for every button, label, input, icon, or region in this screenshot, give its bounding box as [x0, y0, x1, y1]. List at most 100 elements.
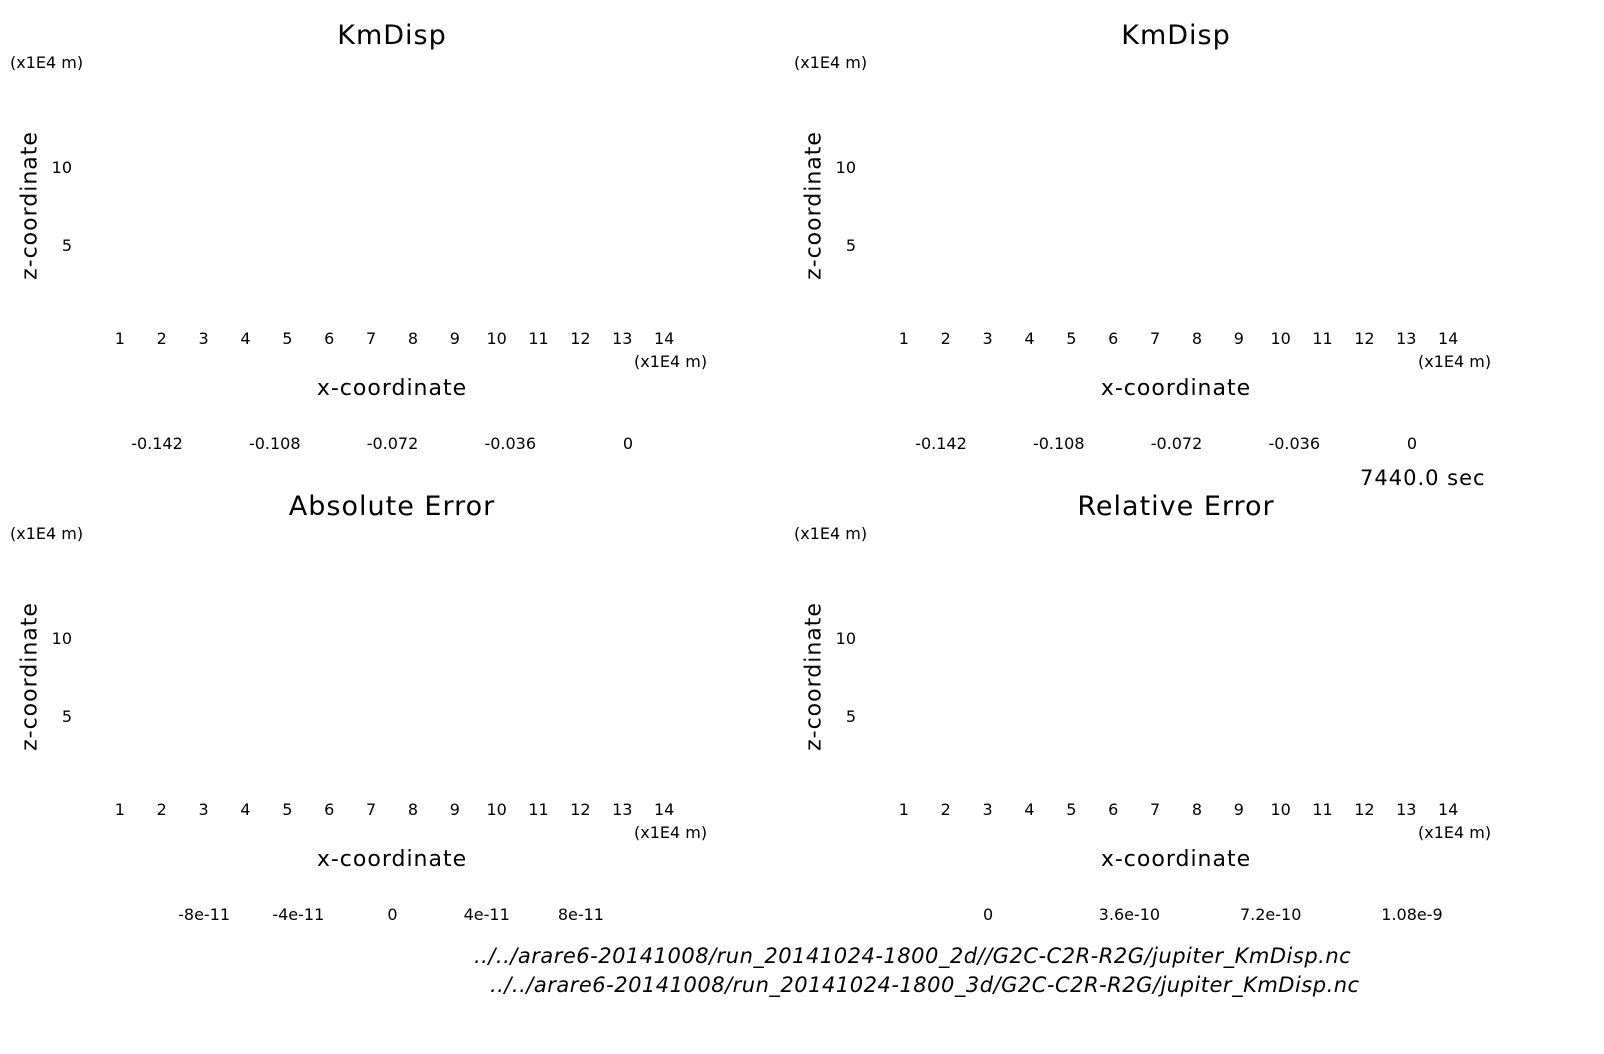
x-axis-label: x-coordinate — [316, 847, 468, 872]
x-tick-label: 8 — [407, 329, 419, 348]
colorbar-tick-label: -4e-11 — [272, 905, 325, 924]
x-tick-label: 8 — [1191, 329, 1203, 348]
x-tick-label: 8 — [407, 800, 419, 819]
x-tick-label: 13 — [612, 800, 633, 819]
colorbar-tick-label: 7.2e-10 — [1239, 905, 1302, 924]
y-tick-label: 10 — [835, 629, 856, 648]
x-tick-label: 4 — [240, 329, 251, 348]
chart-title: Relative Error — [1077, 491, 1275, 522]
chart-panel-2: KmDisp (x1E4 m) 1 2 3 4 5 6 7 8 9 10 11 12 13 14 5 10 (x1E… — [784, 0, 1568, 471]
x-tick-label: 9 — [1233, 329, 1244, 348]
x-tick-label: 5 — [282, 800, 293, 819]
x-tick-label: 6 — [324, 329, 335, 348]
colorbar-tick-label: -0.108 — [1032, 434, 1085, 453]
chart-panel-1: KmDisp (x1E4 m) 1 2 3 4 5 6 7 8 9 10 11 12 13 14 5 10 (x1E… — [0, 0, 784, 471]
x-tick-label: 12 — [1354, 329, 1375, 348]
y-axis-label: z-coordinate — [801, 131, 827, 280]
x-tick-label: 11 — [1312, 329, 1333, 348]
x-axis-label: x-coordinate — [1100, 847, 1252, 872]
x-tick-label: 1 — [898, 800, 909, 819]
colorbar-tick-label: -0.108 — [248, 434, 301, 453]
colorbar-tick-label: -0.036 — [1268, 434, 1321, 453]
chart-title: Absolute Error — [288, 491, 496, 522]
x-tick-label: 9 — [1233, 800, 1244, 819]
y-axis-unit: (x1E4 m) — [10, 53, 84, 72]
x-tick-label: 4 — [1024, 800, 1035, 819]
x-tick-label: 9 — [449, 800, 460, 819]
colorbar-tick-label: 0 — [983, 905, 994, 924]
x-tick-label: 7 — [1149, 329, 1161, 348]
x-tick-label: 2 — [940, 800, 951, 819]
x-tick-label: 12 — [1354, 800, 1375, 819]
y-tick-label: 5 — [845, 707, 856, 726]
x-tick-label: 2 — [156, 800, 167, 819]
colorbar-tick-label: -0.072 — [366, 434, 419, 453]
x-tick-label: 1 — [114, 800, 125, 819]
y-axis-unit: (x1E4 m) — [794, 53, 868, 72]
colorbar-tick-label: -8e-11 — [178, 905, 231, 924]
x-axis-unit: (x1E4 m) — [1418, 352, 1492, 371]
chart-panel-4: Relative Error (x1E4 m) 1 2 3 4 5 6 7 8 9 10 11 12 13 1… — [784, 471, 1568, 942]
x-tick-label: 7 — [365, 329, 377, 348]
chart-title: KmDisp — [1121, 20, 1231, 51]
x-tick-label: 3 — [198, 800, 209, 819]
x-tick-label: 12 — [570, 329, 591, 348]
x-tick-label: 13 — [612, 329, 633, 348]
x-tick-label: 2 — [156, 329, 167, 348]
colorbar-tick-label: 0 — [1406, 434, 1418, 453]
x-tick-label: 3 — [198, 329, 209, 348]
y-axis-unit: (x1E4 m) — [10, 524, 84, 543]
colorbar-tick-label: -0.036 — [484, 434, 537, 453]
colorbar-tick-label: 1.08e-9 — [1381, 905, 1443, 924]
x-tick-label: 11 — [1312, 800, 1333, 819]
x-axis-unit: (x1E4 m) — [634, 352, 708, 371]
x-tick-label: 1 — [898, 329, 909, 348]
y-tick-label: 5 — [845, 236, 856, 255]
x-tick-label: 10 — [486, 800, 507, 819]
x-tick-label: 5 — [1066, 329, 1077, 348]
x-tick-label: 12 — [570, 800, 591, 819]
x-tick-label: 10 — [1270, 329, 1291, 348]
x-tick-label: 7 — [365, 800, 377, 819]
x-tick-label: 11 — [528, 800, 549, 819]
x-tick-label: 4 — [240, 800, 251, 819]
y-axis-label: z-coordinate — [801, 602, 827, 751]
x-tick-label: 8 — [1191, 800, 1203, 819]
y-axis-label: z-coordinate — [17, 131, 43, 280]
time-stamp: 7440.0 sec — [1360, 466, 1486, 490]
y-tick-label: 10 — [835, 158, 856, 177]
x-axis-label: x-coordinate — [1100, 376, 1252, 401]
x-tick-label: 14 — [653, 800, 675, 819]
colorbar-tick-label: -0.142 — [915, 434, 967, 453]
y-tick-label: 10 — [51, 158, 72, 177]
y-axis-unit: (x1E4 m) — [794, 524, 868, 543]
x-tick-label: 10 — [486, 329, 507, 348]
colorbar-tick-label: 0 — [622, 434, 634, 453]
x-tick-label: 3 — [982, 800, 993, 819]
chart-title: KmDisp — [337, 20, 447, 51]
x-tick-label: 7 — [1149, 800, 1161, 819]
x-tick-label: 5 — [282, 329, 293, 348]
x-tick-label: 9 — [449, 329, 460, 348]
colorbar-tick-label: -0.142 — [131, 434, 183, 453]
x-axis-unit: (x1E4 m) — [1418, 823, 1492, 842]
x-tick-label: 5 — [1066, 800, 1077, 819]
y-axis-label: z-coordinate — [17, 602, 43, 751]
x-axis-unit: (x1E4 m) — [634, 823, 708, 842]
x-tick-label: 13 — [1396, 329, 1417, 348]
x-tick-label: 1 — [114, 329, 125, 348]
colorbar-tick-label: -0.072 — [1150, 434, 1203, 453]
chart-panel-3: Absolute Error (x1E4 m) 1 2 3 4 5 6 7 8 9 10 11 12 13 1… — [0, 471, 784, 942]
y-tick-label: 5 — [61, 707, 72, 726]
colorbar-tick-label: 8e-11 — [557, 905, 604, 924]
x-tick-label: 13 — [1396, 800, 1417, 819]
x-tick-label: 14 — [653, 329, 675, 348]
x-tick-label: 14 — [1437, 800, 1459, 819]
x-tick-label: 11 — [528, 329, 549, 348]
x-tick-label: 6 — [1108, 329, 1119, 348]
x-tick-label: 6 — [324, 800, 335, 819]
file-path-3d: ../../arare6-20141008/run_20141024-1800_… — [490, 973, 1360, 997]
y-tick-label: 10 — [51, 629, 72, 648]
x-tick-label: 10 — [1270, 800, 1291, 819]
colorbar-tick-label: 4e-11 — [463, 905, 510, 924]
